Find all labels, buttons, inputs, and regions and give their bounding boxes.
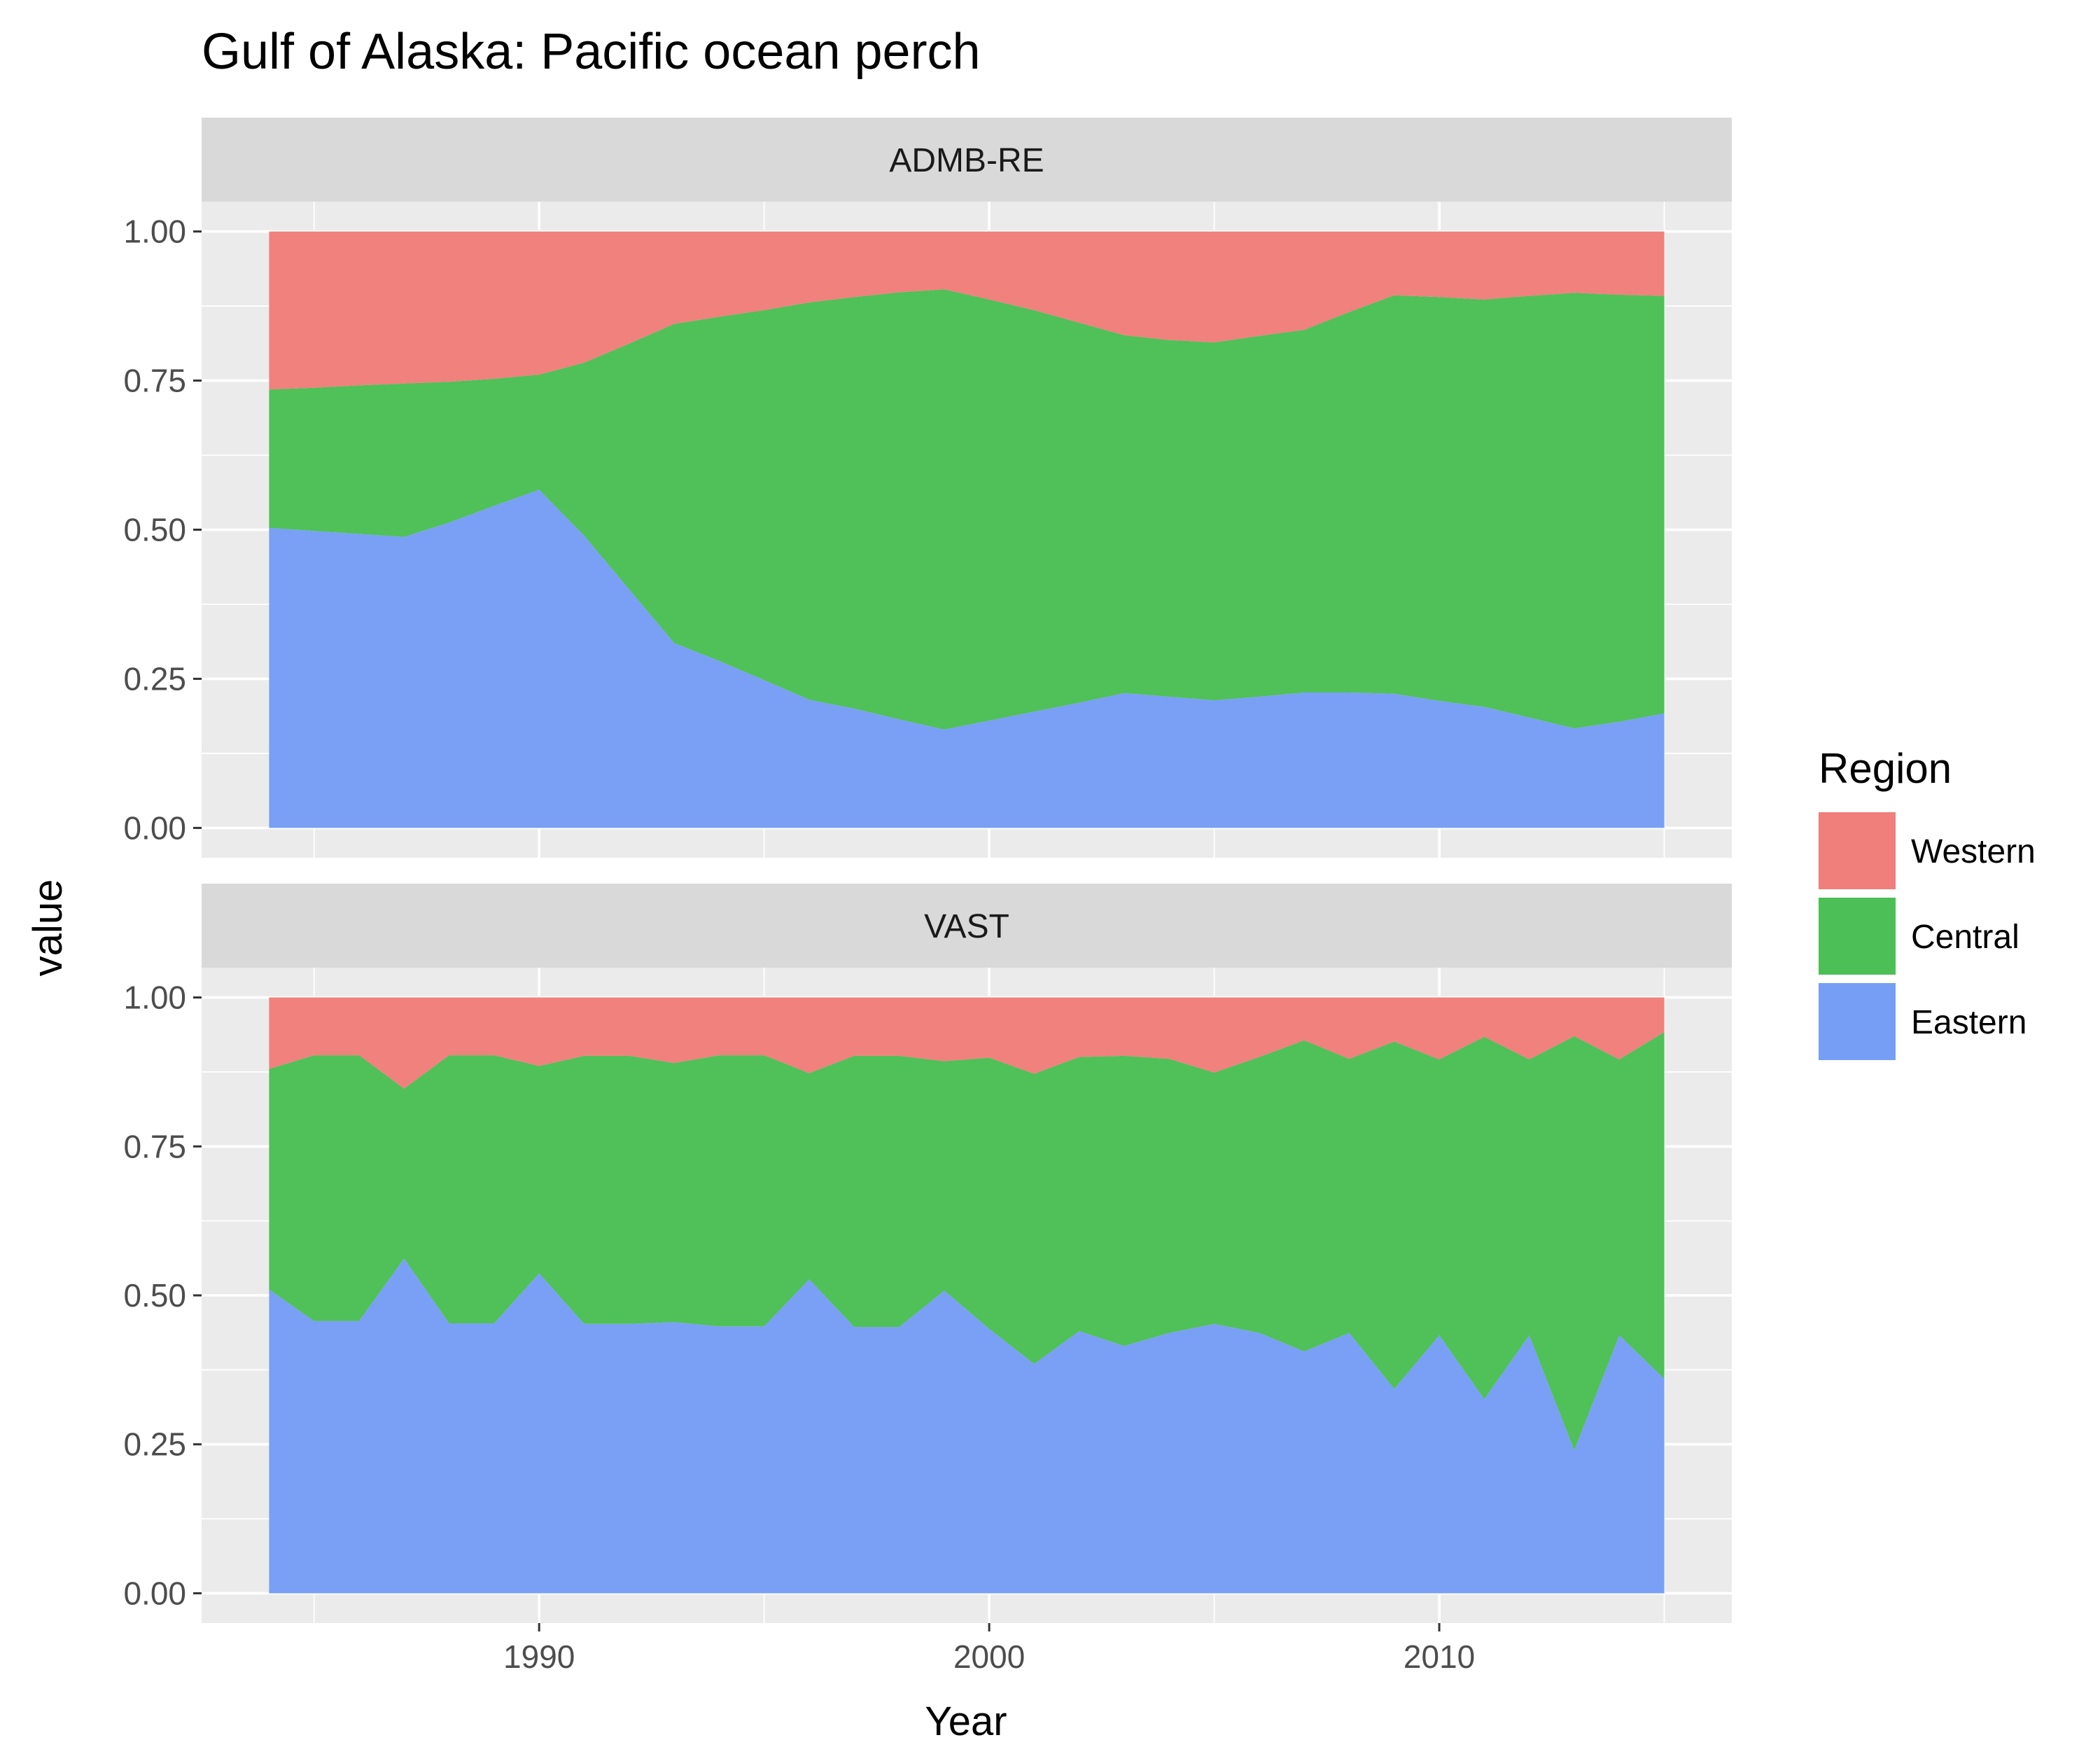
chart-title: Gulf of Alaska: Pacific ocean perch <box>202 24 981 80</box>
y-tick-label: 0.25 <box>123 660 186 697</box>
y-tick-label: 0.75 <box>123 363 186 399</box>
y-tick-label: 0.00 <box>123 1575 186 1611</box>
legend-title: Region <box>1819 745 1952 792</box>
area-central <box>269 1031 1665 1451</box>
facet-panel-vast: VAST 0.00 0.25 0.50 0.75 1.00 <box>123 884 1732 1623</box>
y-tick-label: 1.00 <box>123 980 186 1016</box>
y-tick-label: 0.50 <box>123 1277 186 1314</box>
facet-panels: ADMB-RE 0.00 0.25 0.50 0.75 1.00 VAST 0.00 0.25 0… <box>123 118 1732 1623</box>
legend-key-eastern <box>1819 983 1896 1060</box>
area-western <box>269 231 1665 390</box>
legend-label-eastern: Eastern <box>1911 1004 2026 1041</box>
x-axis-title: Year <box>925 1699 1007 1744</box>
legend-key-western <box>1819 812 1896 889</box>
x-tick-label: 1990 <box>503 1638 575 1675</box>
area-central <box>269 289 1665 730</box>
y-tick-label: 0.25 <box>123 1426 186 1463</box>
facet-strip-label: ADMB-RE <box>889 142 1044 179</box>
facet-panel-admb-re: ADMB-RE 0.00 0.25 0.50 0.75 1.00 <box>123 118 1732 858</box>
y-tick-label: 0.50 <box>123 512 186 548</box>
area-eastern <box>269 1258 1665 1594</box>
y-axis-title: value <box>25 879 71 977</box>
legend-label-western: Western <box>1911 833 2036 870</box>
x-axis: 1990 2000 2010 <box>503 1623 1475 1675</box>
legend-label-central: Central <box>1911 919 2019 956</box>
legend: Region Western Central Eastern <box>1819 745 2036 1060</box>
y-tick-label: 0.00 <box>123 809 186 846</box>
y-tick-label: 1.00 <box>123 214 186 250</box>
facet-strip <box>202 884 1732 968</box>
x-tick-label: 2000 <box>953 1638 1025 1675</box>
x-tick-label: 2010 <box>1404 1638 1475 1675</box>
legend-key-central <box>1819 898 1896 975</box>
facet-strip <box>202 118 1732 202</box>
y-tick-label: 0.75 <box>123 1128 186 1164</box>
area-eastern <box>269 489 1665 828</box>
facet-strip-label: VAST <box>924 908 1009 945</box>
area-western <box>269 997 1665 1089</box>
